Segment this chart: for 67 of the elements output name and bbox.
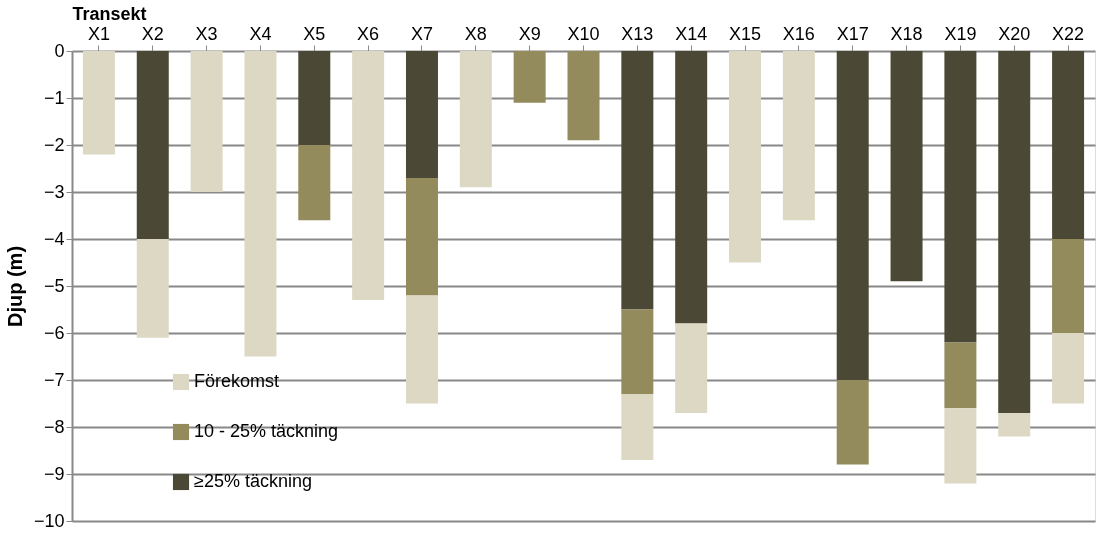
bar: [675, 323, 708, 413]
bar: [352, 51, 385, 301]
bar: [1052, 239, 1085, 333]
x-tick-label: X18: [890, 23, 923, 44]
x-tick-label: X8: [464, 23, 487, 44]
bar: [836, 51, 869, 380]
bar: [298, 51, 331, 145]
x-tick-label: X13: [621, 23, 654, 44]
bar: [244, 51, 277, 357]
bar: [405, 177, 438, 296]
x-tick-label: X7: [410, 23, 433, 44]
y-tick-label: −10: [33, 510, 65, 531]
bar: [621, 309, 654, 395]
bar: [944, 342, 977, 409]
legend-label: Förekomst: [194, 371, 280, 391]
bar: [405, 295, 438, 404]
legend-label: 10 - 25% täckning: [194, 421, 339, 441]
y-tick-label: −8: [43, 416, 65, 437]
x-tick-label: X9: [518, 23, 541, 44]
bar: [998, 412, 1031, 437]
bar: [298, 145, 331, 221]
x-tick-label: X20: [998, 23, 1031, 44]
bar: [1052, 51, 1085, 239]
legend-label: ≥25% täckning: [194, 471, 312, 491]
bar: [729, 51, 762, 263]
bar: [567, 51, 600, 141]
bar: [459, 51, 492, 188]
y-tick-label: −1: [43, 87, 65, 108]
x-tick-label: X2: [141, 23, 164, 44]
x-tick-label: X6: [357, 23, 380, 44]
y-tick-label: −9: [43, 463, 65, 484]
x-tick-label: X5: [303, 23, 326, 44]
x-tick-label: X4: [249, 23, 272, 44]
bar: [1052, 333, 1085, 404]
bar: [836, 380, 869, 465]
bar: [890, 51, 923, 282]
bar: [621, 51, 654, 310]
x-axis-title: Transekt: [72, 3, 147, 24]
bar: [136, 239, 169, 338]
bar: [944, 51, 977, 343]
y-tick-label: −6: [43, 322, 65, 343]
bar: [998, 51, 1031, 413]
x-tick-label: X10: [567, 23, 600, 44]
bar: [405, 51, 438, 178]
x-tick-label: X16: [782, 23, 815, 44]
x-tick-label: X17: [836, 23, 869, 44]
x-tick-label: X14: [675, 23, 708, 44]
y-tick-label: −4: [43, 228, 65, 249]
y-tick-label: −7: [43, 369, 65, 390]
x-tick-label: X22: [1052, 23, 1085, 44]
bar: [944, 408, 977, 484]
bar: [513, 51, 546, 103]
bar: [82, 51, 115, 155]
y-tick-label: −2: [43, 134, 65, 155]
x-tick-label: X15: [729, 23, 762, 44]
y-axis-title: Djup (m): [3, 245, 26, 328]
y-tick-label: −5: [43, 275, 65, 296]
bar: [675, 51, 708, 324]
bar: [782, 51, 815, 221]
x-tick-label: X1: [87, 23, 110, 44]
x-tick-label: X19: [944, 23, 977, 44]
y-tick-label: −3: [43, 181, 65, 202]
y-tick-label: 0: [54, 40, 65, 61]
bar: [621, 394, 654, 460]
bar: [190, 51, 223, 192]
x-tick-label: X3: [195, 23, 218, 44]
bar: [136, 51, 169, 239]
